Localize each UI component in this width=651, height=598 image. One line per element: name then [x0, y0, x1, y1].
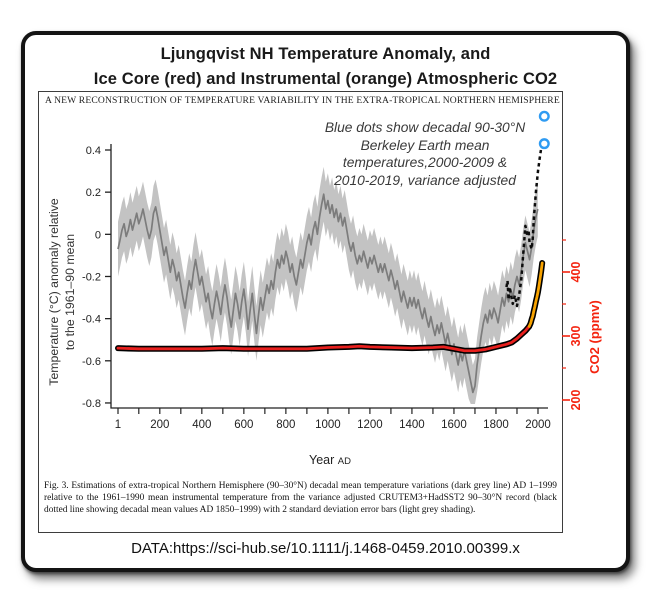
year-axis-label: Year AD [309, 453, 351, 467]
y-tick-label: 0.4 [86, 145, 101, 157]
x-tick-label: 1 [115, 419, 121, 431]
temperature-axis-label-1: Temperature (°C) anomaly relative [47, 198, 61, 386]
figure-frame: Ljungqvist NH Temperature Anomaly, and I… [21, 31, 630, 572]
annotation-line-4: 2010-2019, variance adjusted [334, 172, 516, 188]
axis-lines [110, 144, 548, 409]
annotation-line-1: Blue dots show decadal 90-30°N [324, 120, 526, 135]
reconstruction-line [117, 193, 539, 394]
page-title: Ljungqvist NH Temperature Anomaly, and I… [25, 42, 626, 92]
y-tick-label: -0.2 [82, 271, 101, 283]
chart-annotation: Blue dots show decadal 90-30°N Berkeley … [289, 119, 561, 189]
y-tick-label: -0.6 [82, 356, 101, 368]
annotation-line-2: Berkeley Earth mean [360, 137, 490, 153]
x-tick-label: 1400 [399, 419, 425, 431]
co2-tick-label: 200 [569, 390, 583, 411]
figure-panel: A NEW RECONSTRUCTION OF TEMPERATURE VARI… [38, 91, 602, 533]
x-tick-label: 1600 [441, 419, 467, 431]
x-tick-label: 200 [150, 419, 169, 431]
x-tick-label: 400 [192, 419, 211, 431]
x-tick-label: 1800 [483, 419, 509, 431]
y-tick-label: -0.8 [82, 398, 101, 410]
x-tick-label: 1200 [357, 419, 383, 431]
x-tick-label: 600 [234, 419, 253, 431]
x-tick-label: 2000 [525, 419, 551, 431]
figure-caption: Fig. 3. Estimations of extra-tropical No… [44, 481, 557, 516]
co2-tick-label: 400 [569, 262, 583, 283]
title-line-1: Ljungqvist NH Temperature Anomaly, and [160, 45, 491, 63]
y-tick-label: 0.2 [86, 187, 101, 199]
temperature-axis-label-2: to the 1961–90 mean [63, 234, 77, 350]
data-source-line: DATA:https://sci-hub.se/10.1111/j.1468-0… [131, 540, 520, 557]
annotation-line-3: temperatures,2000-2009 & [342, 155, 508, 170]
co2-tick-label: 300 [569, 326, 583, 347]
title-line-2: Ice Core (red) and Instrumental (orange)… [93, 70, 558, 88]
x-tick-label: 1000 [315, 419, 341, 431]
y-tick-label: 0 [95, 229, 101, 241]
chart-svg: 0.40.20-0.2-0.4-0.6-0.81 200 400 600 800 1000… [47, 110, 602, 467]
berkeley-dot [538, 110, 550, 122]
co2-axis-label: CO2 (ppmv) [587, 300, 602, 374]
berkeley-dot [538, 138, 550, 150]
co2-ice-core-line [116, 324, 531, 353]
x-tick-label: 800 [276, 419, 295, 431]
co2-instrumental-line [527, 261, 544, 328]
instrumental-dotted-line [505, 149, 543, 308]
paper-header: A NEW RECONSTRUCTION OF TEMPERATURE VARI… [45, 95, 560, 106]
y-tick-label: -0.4 [82, 314, 101, 326]
